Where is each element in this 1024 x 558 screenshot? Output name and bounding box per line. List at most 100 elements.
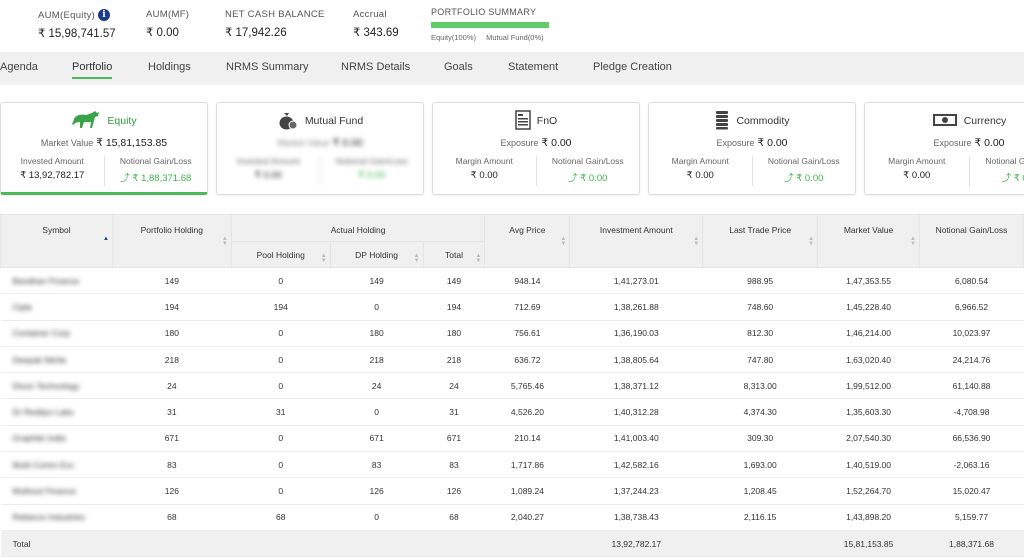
pool-holding-cell: 194 xyxy=(231,293,331,321)
total-investment: 13,92,782.17 xyxy=(569,530,703,558)
total-cell: 218 xyxy=(423,346,485,374)
sort-icon[interactable]: ▲ ▼ xyxy=(693,236,700,247)
col-portfolio-holding[interactable]: Portfolio Holding ▲ ▼ xyxy=(111,214,232,268)
sort-icon[interactable]: ▲ ▼ xyxy=(221,236,228,247)
investment-amount-cell: 1,41,273.01 xyxy=(569,267,703,295)
portfolio-holding-cell: 218 xyxy=(112,346,232,374)
aum-equity: AUM(Equity) i ₹ 15,98,741.57 xyxy=(38,9,116,40)
investment-amount-cell: 1,36,190.03 xyxy=(569,320,703,347)
dp-holding-cell: 83 xyxy=(330,451,424,479)
dp-holding-cell: 149 xyxy=(330,267,424,295)
col-last-trade-price[interactable]: Last Trade Price ▲ ▼ xyxy=(702,214,819,268)
table-row[interactable]: Graphite India 671 0 671 671 210.14 1,41,003.4… xyxy=(0,425,1024,453)
sort-icon[interactable]: ▲ ▼ xyxy=(910,236,916,247)
last-trade-price-cell: 309.30 xyxy=(702,425,818,453)
investment-amount-cell: 1,37,244.23 xyxy=(569,477,703,505)
tab-portfolio[interactable]: Portfolio xyxy=(72,61,113,79)
tab-goals[interactable]: Goals xyxy=(444,61,473,73)
allocation-bar xyxy=(431,22,549,28)
currency-card-title: Currency xyxy=(963,115,1007,127)
gain-loss-cell: 5,159.77 xyxy=(919,504,1024,531)
investment-amount-cell: 1,41,003.40 xyxy=(569,425,703,453)
symbol-cell: Muthoot Finance xyxy=(0,477,113,505)
sort-asc-icon[interactable]: ▲ xyxy=(102,236,109,242)
mutual-fund-card[interactable]: Mutual Fund Market Value ₹ 0.00 Invested … xyxy=(216,102,424,195)
commodity-card-title: Commodity xyxy=(736,115,790,127)
portfolio-holding-cell: 83 xyxy=(112,451,232,479)
mf-invested-label: Invested Amount xyxy=(236,156,300,166)
notional-gain-label: Notional Gain/Loss xyxy=(119,156,192,166)
gain-loss-cell: 6,080.54 xyxy=(919,267,1024,295)
equity-card[interactable]: Equity Market Value ₹ 15,81,153.85 Invest… xyxy=(0,102,208,195)
col-notional-gain-loss[interactable]: Notional Gain/Loss xyxy=(919,214,1024,268)
mf-market-value: ₹ 0.00 xyxy=(332,137,363,149)
symbol-cell: Deepak Nitrite xyxy=(0,346,113,374)
market-value-label: Market Value xyxy=(40,138,94,148)
market-value-cell: 1,52,264.70 xyxy=(817,477,920,505)
col-avg-price[interactable]: Avg Price ▲ ▼ xyxy=(484,214,571,268)
last-trade-price-cell: 812.30 xyxy=(702,320,818,347)
total-cell: 671 xyxy=(423,425,485,453)
info-icon[interactable]: i xyxy=(98,9,111,21)
fno-gain-label: Notional Gain/Loss xyxy=(551,156,624,166)
table-row[interactable]: Multi Comm Exc 83 0 83 83 1,717.86 1,42,582.16… xyxy=(0,451,1024,479)
equity-card-title: Equity xyxy=(107,115,137,127)
money-bag-icon xyxy=(277,110,299,133)
table-row[interactable]: Container Corp 180 0 180 180 756.61 1,36,190.0… xyxy=(0,320,1024,347)
sort-icon[interactable]: ▲ ▼ xyxy=(808,236,815,247)
col-investment-amount[interactable]: Investment Amount ▲ ▼ xyxy=(569,214,704,268)
table-row[interactable]: Muthoot Finance 126 0 126 126 1,089.24 1,37,24… xyxy=(0,477,1024,505)
portfolio-holding-cell: 671 xyxy=(112,425,232,453)
sort-icon[interactable]: ▲ ▼ xyxy=(413,253,420,264)
col-symbol[interactable]: Symbol ▲ xyxy=(0,214,113,268)
accrual: Accrual ₹ 343.69 xyxy=(353,9,399,39)
mutual-fund-card-title: Mutual Fund xyxy=(304,115,364,127)
tab-statement[interactable]: Statement xyxy=(508,61,559,73)
table-row[interactable]: Cipla 194 194 0 194 712.69 1,38,261.88 748.60 1,… xyxy=(0,293,1024,321)
table-row[interactable]: Deepak Nitrite 218 0 218 218 636.72 1,38,805.6… xyxy=(0,346,1024,374)
pool-holding-cell: 0 xyxy=(231,425,331,453)
col-market-value[interactable]: Market Value ▲ ▼ xyxy=(817,214,920,268)
total-row: Total 13,92,782.17 15,81,153.85 1,88,371… xyxy=(0,530,1024,558)
table-row[interactable]: Reliance Industries 68 68 0 68 2,040.27 1,38,7… xyxy=(0,504,1024,531)
table-row[interactable]: Dr Reddys Labs 31 31 0 31 4,526.20 1,40,312.28… xyxy=(0,398,1024,426)
tab-nrms-details[interactable]: NRMS Details xyxy=(341,61,411,73)
fno-card[interactable]: FnO Exposure ₹ 0.00 Margin Amount ₹ 0.00 … xyxy=(432,102,640,195)
avg-price-cell: 2,040.27 xyxy=(484,504,570,531)
symbol-cell: Dixon Technology xyxy=(0,372,113,400)
table-row[interactable]: Dixon Technology 24 0 24 24 5,765.46 1,38,371.… xyxy=(0,372,1024,400)
tab-nrms-summary[interactable]: NRMS Summary xyxy=(226,61,309,73)
table-row[interactable]: Bandhan Finance 149 0 149 149 948.14 1,41,273.… xyxy=(0,267,1024,295)
total-cell: 180 xyxy=(423,320,485,347)
gain-loss-cell: 10,023.97 xyxy=(919,320,1024,347)
pool-holding-cell: 0 xyxy=(231,320,331,347)
mf-market-value-label: Market Value xyxy=(277,138,330,148)
sort-icon[interactable]: ▲ ▼ xyxy=(320,253,327,264)
currency-gain-label: Notional Gain/Loss xyxy=(985,156,1024,166)
col-dp-holding[interactable]: DP Holding ▲ ▼ xyxy=(329,241,424,268)
commodity-card[interactable]: Commodity Exposure ₹ 0.00 Margin Amount ₹… xyxy=(648,102,856,195)
net-cash-label: NET CASH BALANCE xyxy=(225,9,325,20)
pool-holding-cell: 68 xyxy=(231,504,331,531)
investment-amount-cell: 1,38,738.43 xyxy=(569,504,703,531)
gain-loss-cell: 6,966.52 xyxy=(919,293,1024,321)
pool-holding-cell: 0 xyxy=(231,267,331,295)
col-pool-holding[interactable]: Pool Holding ▲ ▼ xyxy=(230,241,331,268)
commodity-exposure: ₹ 0.00 xyxy=(757,137,788,149)
currency-margin-label: Margin Amount xyxy=(888,156,946,166)
sort-icon[interactable]: ▲ ▼ xyxy=(475,253,482,264)
tab-agenda[interactable]: Agenda xyxy=(0,61,38,73)
gain-loss-cell: 15,020.47 xyxy=(919,477,1024,505)
currency-card[interactable]: Currency Exposure ₹ 0.00 Margin Amount ₹ … xyxy=(864,102,1024,195)
last-trade-price-cell: 748.60 xyxy=(702,293,818,321)
legend-mutual-fund: Mutual Fund(0%) xyxy=(486,33,544,42)
tab-pledge-creation[interactable]: Pledge Creation xyxy=(593,61,672,73)
tab-holdings[interactable]: Holdings xyxy=(148,61,191,73)
total-cell: 68 xyxy=(423,504,485,531)
sort-icon[interactable]: ▲ ▼ xyxy=(560,236,567,247)
gain-loss-cell: 24,214.76 xyxy=(919,346,1024,374)
dp-holding-cell: 126 xyxy=(330,477,424,505)
net-cash-balance: NET CASH BALANCE ₹ 17,942.26 xyxy=(225,9,325,39)
pool-holding-cell: 0 xyxy=(231,477,331,505)
col-total[interactable]: Total ▲ ▼ xyxy=(422,241,486,268)
